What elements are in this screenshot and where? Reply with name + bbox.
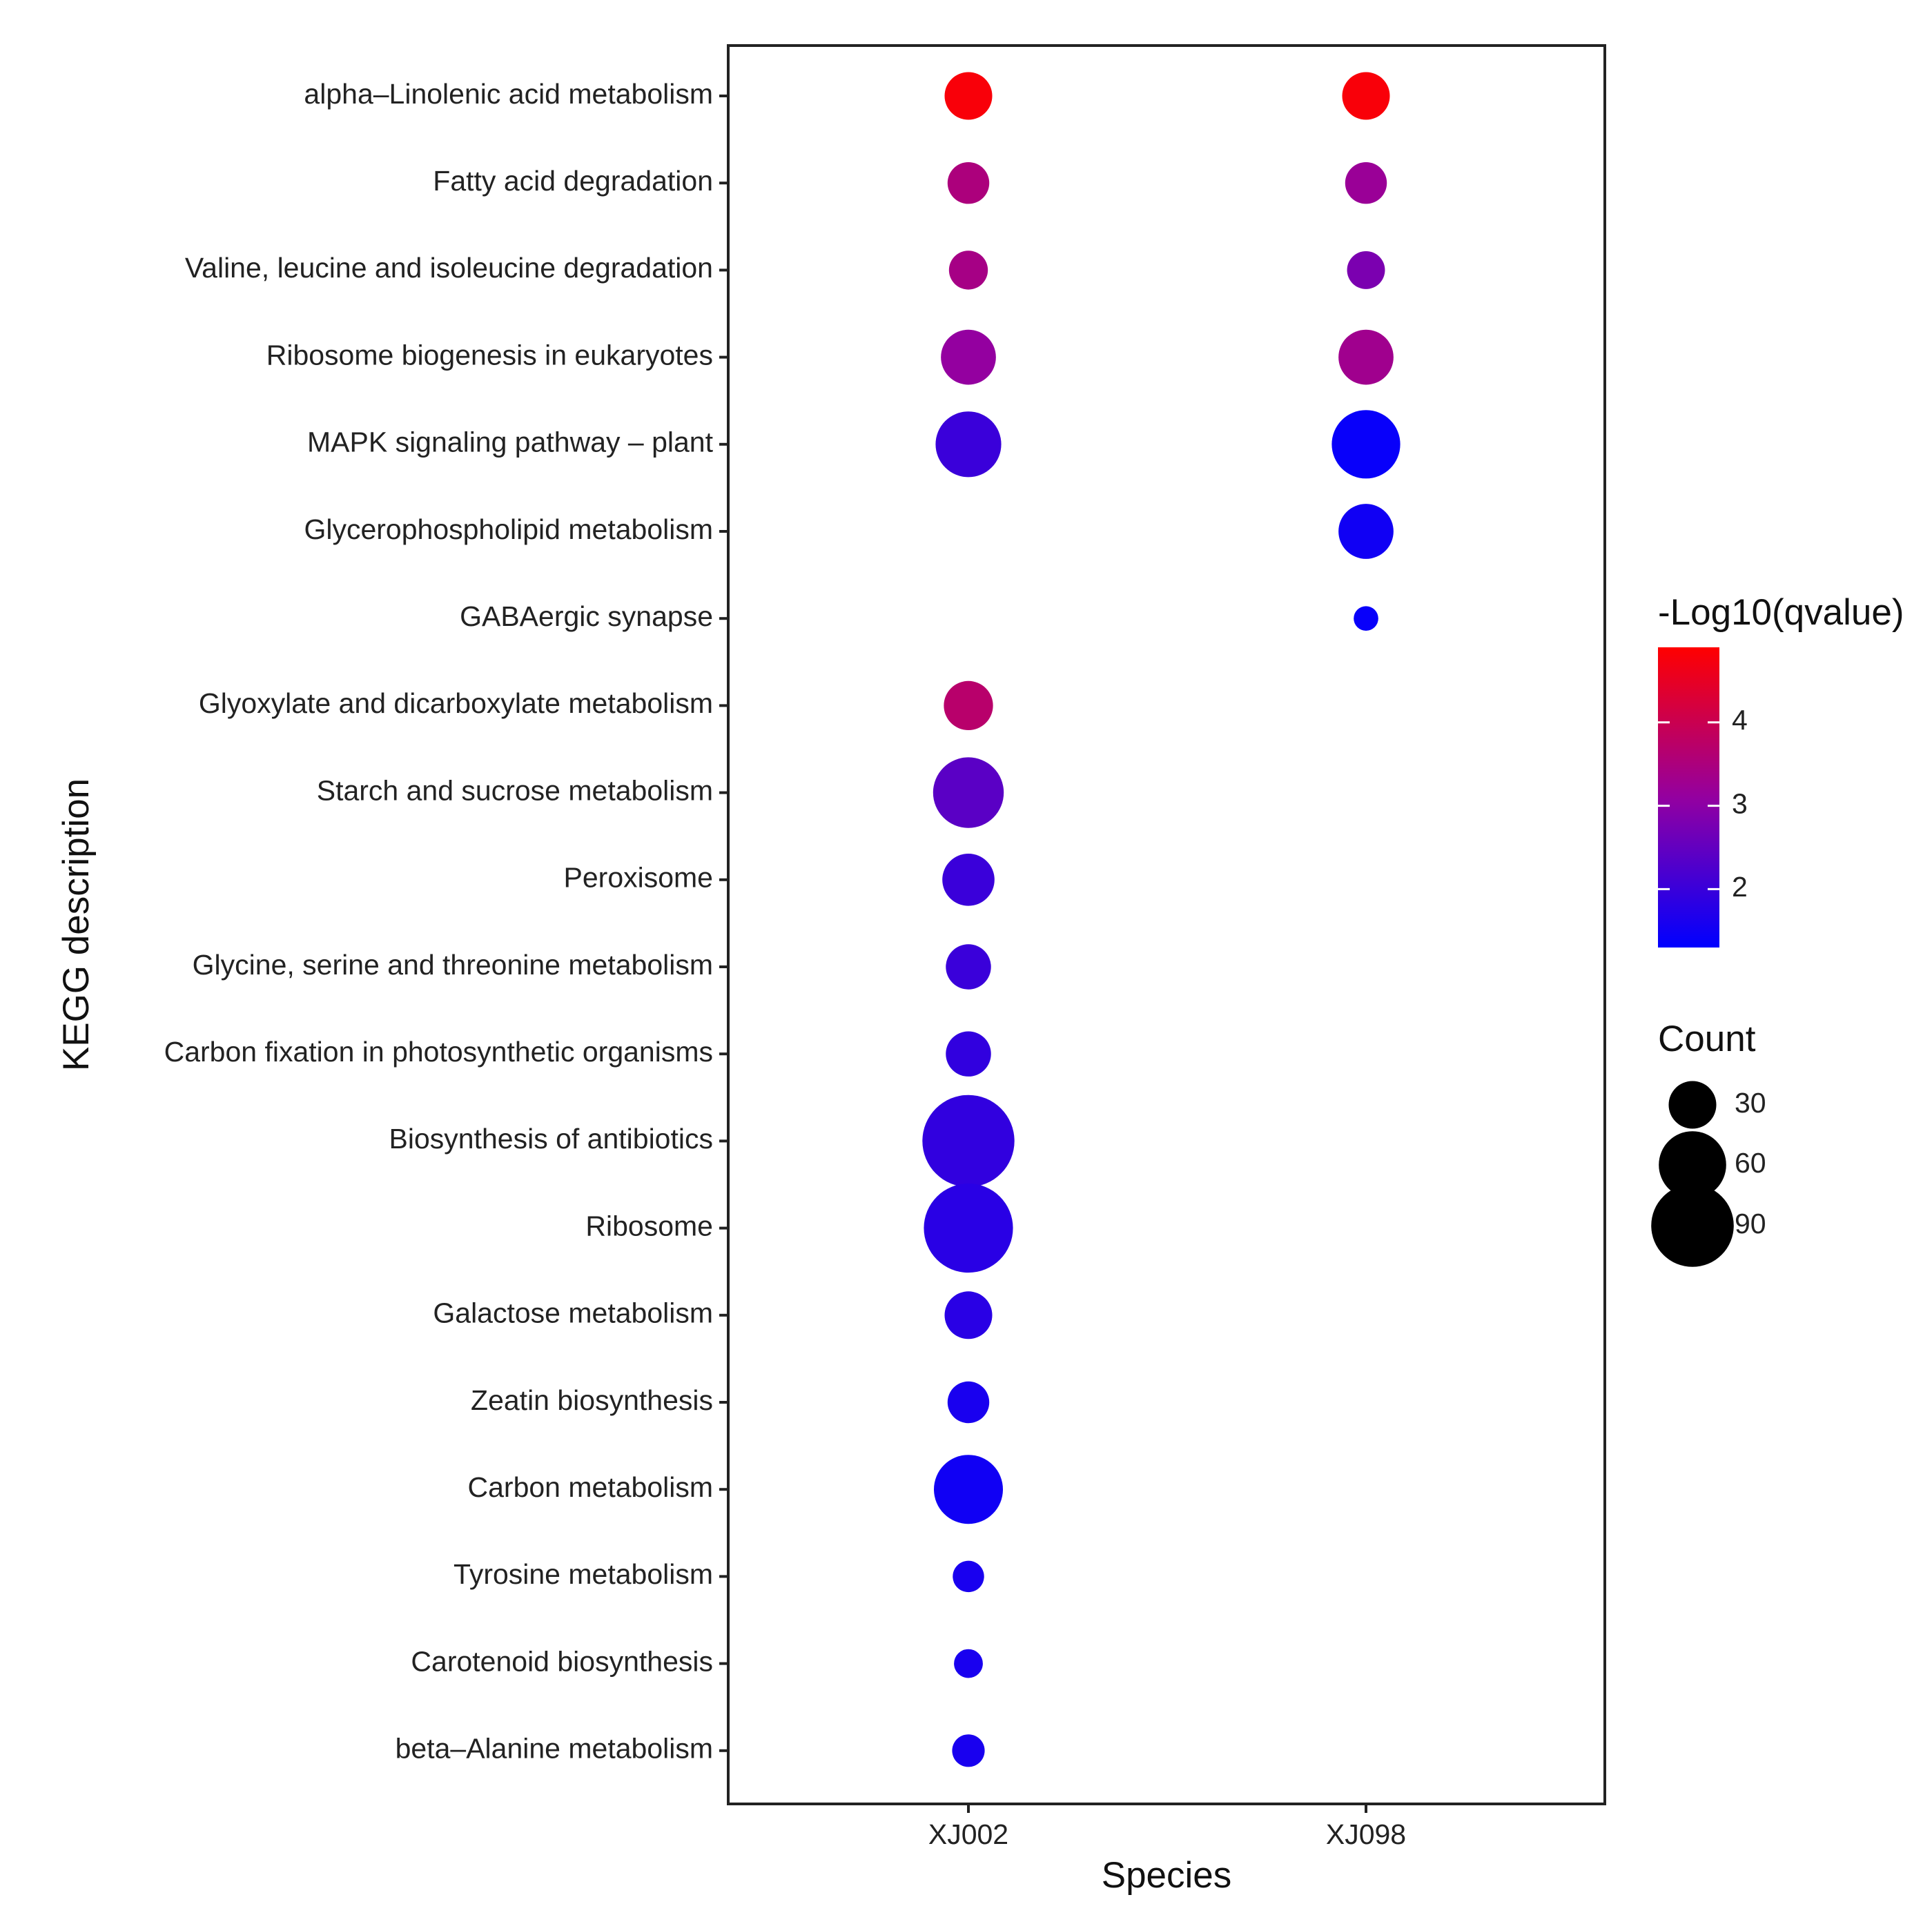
- x-tick-label: XJ098: [1326, 1818, 1406, 1850]
- data-point: [944, 680, 993, 731]
- color-legend-title: -Log10(qvalue): [1658, 592, 1904, 633]
- colorbar-ticks: 4 3 2: [1658, 705, 1748, 903]
- size-legend-keys: 30 60 90: [1651, 1081, 1766, 1267]
- colorbar: [1658, 647, 1719, 948]
- data-point: [1347, 251, 1385, 289]
- data-point: [946, 944, 991, 990]
- data-point: [953, 1560, 984, 1593]
- size-legend-dot: [1651, 1184, 1734, 1267]
- y-tick-label: Carbon fixation in photosynthetic organi…: [164, 1036, 713, 1068]
- data-point: [954, 1649, 983, 1678]
- colorbar-tick-label: 3: [1732, 787, 1748, 819]
- y-tick-label: GABAergic synapse: [460, 600, 713, 632]
- data-point: [942, 854, 995, 906]
- data-point: [1338, 504, 1394, 559]
- y-tick-label: Zeatin biosynthesis: [471, 1384, 713, 1416]
- y-tick-label: Ribosome biogenesis in eukaryotes: [266, 339, 713, 371]
- data-point: [944, 1291, 993, 1339]
- x-axis-title: Species: [1102, 1855, 1232, 1896]
- x-axis: XJ002 XJ098: [928, 1804, 1406, 1850]
- y-tick-label: Biosynthesis of antibiotics: [389, 1123, 713, 1155]
- data-point: [922, 1094, 1015, 1188]
- y-tick-label: Galactose metabolism: [433, 1297, 713, 1329]
- data-point: [935, 411, 1002, 478]
- y-tick-label: Valine, leucine and isoleucine degradati…: [185, 252, 713, 284]
- data-point: [952, 1734, 985, 1767]
- data-point: [1345, 161, 1387, 204]
- data-point: [1338, 329, 1394, 385]
- colorbar-tick-label: 4: [1732, 705, 1748, 736]
- y-tick-label: Carbon metabolism: [468, 1471, 714, 1503]
- data-point: [924, 1184, 1013, 1273]
- size-legend-label: 30: [1735, 1087, 1766, 1119]
- data-point: [948, 251, 988, 290]
- data-point: [1342, 72, 1390, 120]
- data-points: [922, 72, 1401, 1767]
- data-point: [941, 329, 996, 385]
- plot-panel: [727, 44, 1606, 1805]
- y-tick-label: Tyrosine metabolism: [453, 1558, 713, 1590]
- y-tick-label: Peroxisome: [564, 862, 713, 894]
- x-tick-label: XJ002: [928, 1818, 1008, 1850]
- colorbar-tick-label: 2: [1732, 871, 1748, 903]
- data-point: [946, 1031, 991, 1077]
- data-point: [947, 1381, 990, 1424]
- size-legend: Count 30 60 90: [1651, 1019, 1766, 1267]
- size-legend-dot: [1668, 1081, 1717, 1129]
- y-tick-label: alpha–Linolenic acid metabolism: [304, 78, 713, 110]
- y-tick-label: Glyoxylate and dicarboxylate metabolism: [199, 687, 713, 719]
- y-tick-label: MAPK signaling pathway – plant: [307, 426, 714, 458]
- data-point: [933, 757, 1004, 828]
- y-axis-title: KEGG description: [56, 778, 97, 1071]
- y-tick-label: Ribosome: [585, 1210, 713, 1241]
- y-tick-label: Glycerophospholipid metabolism: [304, 513, 713, 545]
- data-point: [1354, 606, 1378, 631]
- data-point: [944, 72, 993, 120]
- color-legend: -Log10(qvalue) 4 3 2: [1658, 592, 1904, 948]
- y-tick-label: Glycine, serine and threonine metabolism: [193, 949, 713, 981]
- data-point: [933, 1455, 1004, 1524]
- y-tick-label: Fatty acid degradation: [433, 165, 713, 197]
- y-tick-label: Starch and sucrose metabolism: [317, 774, 713, 806]
- size-legend-label: 60: [1735, 1147, 1766, 1179]
- size-legend-title: Count: [1658, 1019, 1756, 1059]
- data-point: [947, 161, 990, 204]
- size-legend-dot: [1659, 1131, 1726, 1199]
- y-axis: alpha–Linolenic acid metabolism Fatty aci…: [164, 78, 728, 1765]
- y-tick-label: beta–Alanine metabolism: [396, 1733, 713, 1765]
- y-tick-label: Carotenoid biosynthesis: [411, 1645, 713, 1677]
- data-point: [1331, 410, 1401, 479]
- size-legend-label: 90: [1735, 1208, 1766, 1239]
